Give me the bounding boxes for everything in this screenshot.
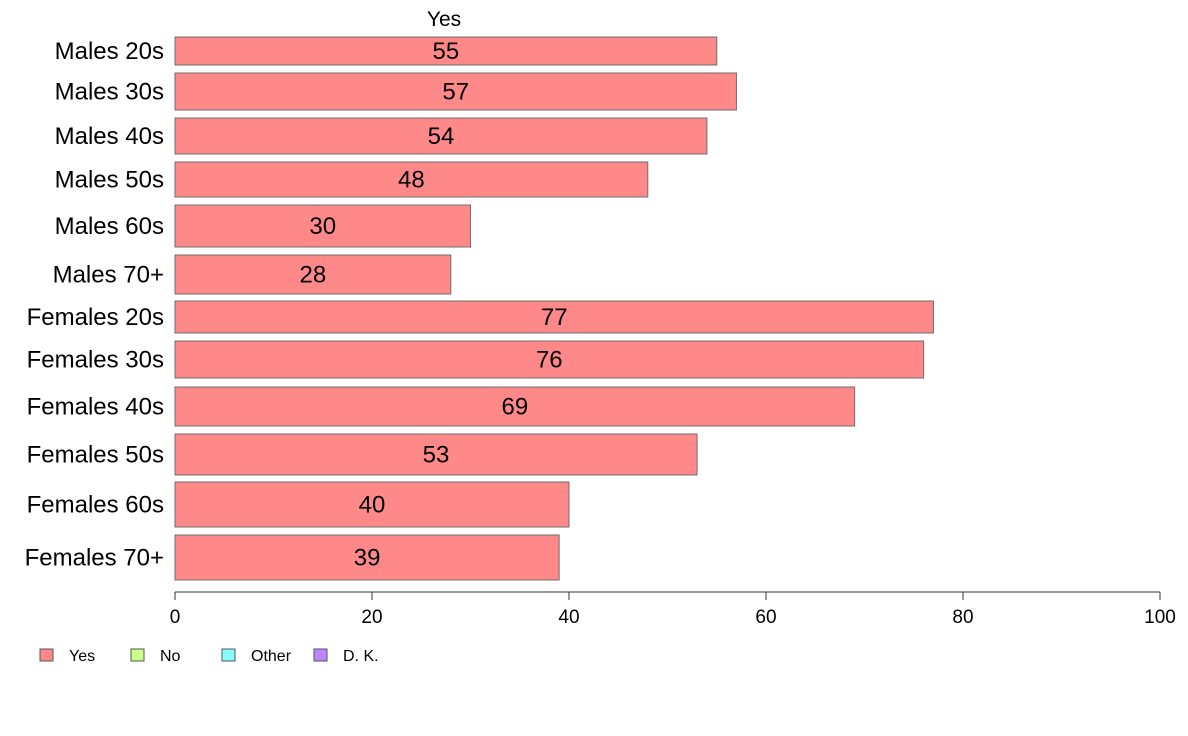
data-label: 53	[423, 442, 450, 469]
legend-label-d-k: D. K.	[343, 648, 379, 665]
data-label: 76	[536, 347, 563, 374]
bars-group	[174, 36, 934, 581]
data-label: 54	[428, 123, 455, 150]
bar-females-20s	[174, 300, 934, 334]
x-tick-label: 60	[755, 607, 776, 628]
legend-swatch-d-k	[313, 648, 328, 662]
category-label: Males 70+	[53, 262, 164, 289]
bar-females-60s	[174, 481, 570, 528]
x-tick-label: 100	[1144, 607, 1176, 628]
legend-swatch-yes	[39, 648, 54, 662]
bar-males-40s	[174, 117, 708, 155]
bar-females-50s	[174, 433, 698, 476]
data-label: 57	[442, 79, 469, 106]
category-labels-group: Males 20s Males 30s Males 40s Males 50s Male…	[25, 38, 164, 572]
legend-label-yes: Yes	[69, 648, 95, 665]
category-label: Females 50s	[27, 442, 164, 469]
category-label: Females 40s	[27, 394, 164, 421]
bar-females-30s	[174, 340, 925, 379]
data-label: 69	[501, 394, 528, 421]
category-label: Males 40s	[55, 123, 164, 150]
bar-males-20s	[174, 36, 718, 66]
legend-label-other: Other	[251, 648, 292, 665]
category-label: Males 50s	[55, 167, 164, 194]
data-label: 48	[398, 167, 425, 194]
category-label: Females 70+	[25, 545, 164, 572]
data-label: 55	[433, 38, 460, 65]
bar-males-60s	[174, 204, 471, 248]
bar-males-30s	[174, 72, 737, 111]
legend-label-no: No	[160, 648, 181, 665]
category-label: Males 20s	[55, 38, 164, 65]
x-tick-label: 40	[558, 607, 579, 628]
x-tick-label: 20	[361, 607, 382, 628]
legend: Yes No Other D. K.	[39, 648, 379, 665]
bar-females-70-	[174, 534, 560, 581]
data-label: 39	[354, 545, 381, 572]
category-label: Females 30s	[27, 347, 164, 374]
legend-swatch-other	[221, 648, 236, 662]
data-label: 77	[541, 304, 568, 331]
chart-title: Yes	[427, 8, 461, 31]
data-label: 40	[359, 492, 386, 519]
bar-males-70-	[174, 254, 452, 295]
x-axis: 0 20 40 60 80 100	[170, 591, 1176, 628]
data-label: 30	[309, 213, 336, 240]
x-tick-label: 80	[952, 607, 973, 628]
bar-females-40s	[174, 386, 856, 427]
category-label: Females 20s	[27, 304, 164, 331]
category-label: Females 60s	[27, 492, 164, 519]
bar-males-50s	[174, 161, 649, 198]
data-label: 28	[300, 262, 327, 289]
category-label: Males 60s	[55, 213, 164, 240]
legend-swatch-no	[130, 648, 145, 662]
category-label: Males 30s	[55, 79, 164, 106]
x-tick-label: 0	[170, 607, 181, 628]
